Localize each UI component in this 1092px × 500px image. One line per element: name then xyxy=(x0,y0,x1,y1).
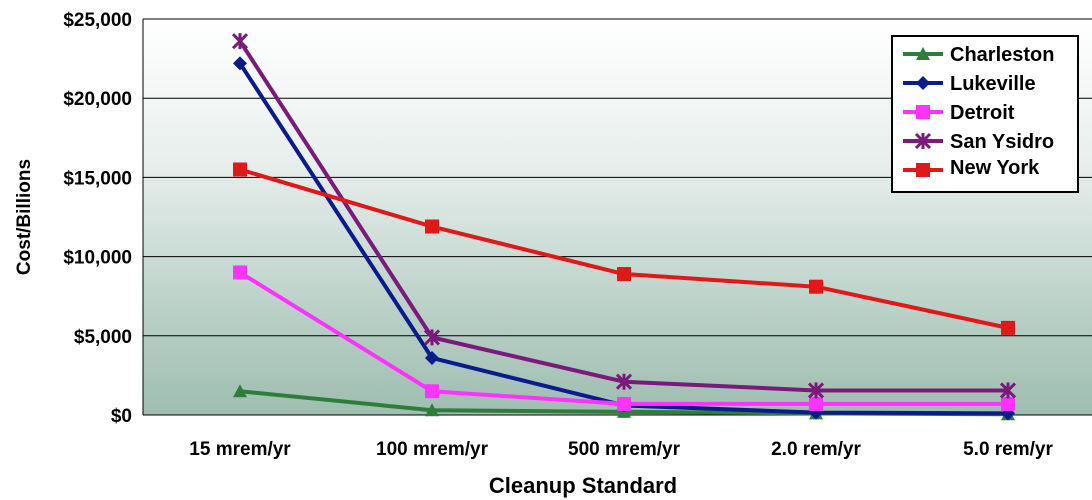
y-tick-label: $10,000 xyxy=(63,248,132,269)
legend-item: Detroit xyxy=(903,102,1015,124)
data-point xyxy=(425,403,439,417)
y-tick-label: $25,000 xyxy=(63,10,132,31)
data-point xyxy=(425,219,439,234)
x-tick-label: 2.0 rem/yr xyxy=(771,439,861,460)
y-tick-label: $5,000 xyxy=(74,327,132,348)
data-point xyxy=(615,373,633,390)
data-point xyxy=(809,279,823,294)
legend-marker xyxy=(916,76,930,90)
legend: Charleston Lukeville Detroit San Ysidro New … xyxy=(891,35,1079,193)
legend-label: New York xyxy=(950,157,1040,179)
data-point xyxy=(425,350,439,365)
y-axis-title: Cost/Billions xyxy=(14,159,35,275)
data-point xyxy=(809,396,823,411)
legend-marker xyxy=(914,132,932,150)
y-axis-ticks: $0 $5,000 $10,000 $15,000 $20,000 $25,000 xyxy=(63,10,132,427)
data-point xyxy=(617,267,631,282)
data-point xyxy=(807,382,825,399)
data-point xyxy=(425,384,439,399)
grid-lines xyxy=(142,18,1092,416)
legend-item: Lukeville xyxy=(903,73,1036,95)
data-point xyxy=(423,329,441,346)
series-san-ysidro xyxy=(231,33,1017,399)
x-axis-ticks: 15 mrem/yr 100 mrem/yr 500 mrem/yr 2.0 rem/… xyxy=(189,439,1053,460)
legend-item: San Ysidro xyxy=(903,131,1054,153)
y-tick-label: $20,000 xyxy=(63,89,132,110)
y-tick-label: $15,000 xyxy=(63,168,132,189)
x-tick-label: 100 mrem/yr xyxy=(376,439,489,460)
data-point xyxy=(231,33,249,50)
data-point xyxy=(1001,396,1015,411)
x-axis-title: Cleanup Standard xyxy=(489,473,677,498)
data-point xyxy=(233,56,247,71)
legend-label: Detroit xyxy=(950,102,1015,124)
data-point xyxy=(999,382,1017,399)
legend-item: Charleston xyxy=(903,44,1054,66)
series-new-york xyxy=(233,162,1015,335)
legend-label: San Ysidro xyxy=(950,131,1054,153)
data-point xyxy=(233,162,247,177)
series-detroit xyxy=(233,265,1015,411)
series-lines xyxy=(231,33,1017,421)
legend-label: Charleston xyxy=(950,44,1054,66)
data-point xyxy=(233,265,247,280)
x-tick-label: 5.0 rem/yr xyxy=(963,439,1053,460)
data-point xyxy=(1001,320,1015,335)
data-point xyxy=(617,396,631,411)
x-tick-label: 15 mrem/yr xyxy=(189,439,291,460)
x-tick-label: 500 mrem/yr xyxy=(568,439,681,460)
y-tick-label: $0 xyxy=(111,406,132,427)
legend-item: New York xyxy=(903,157,1040,179)
legend-marker xyxy=(916,105,930,119)
data-point xyxy=(233,384,247,398)
legend-marker xyxy=(916,47,930,60)
legend-marker xyxy=(916,163,930,177)
legend-label: Lukeville xyxy=(950,73,1036,95)
